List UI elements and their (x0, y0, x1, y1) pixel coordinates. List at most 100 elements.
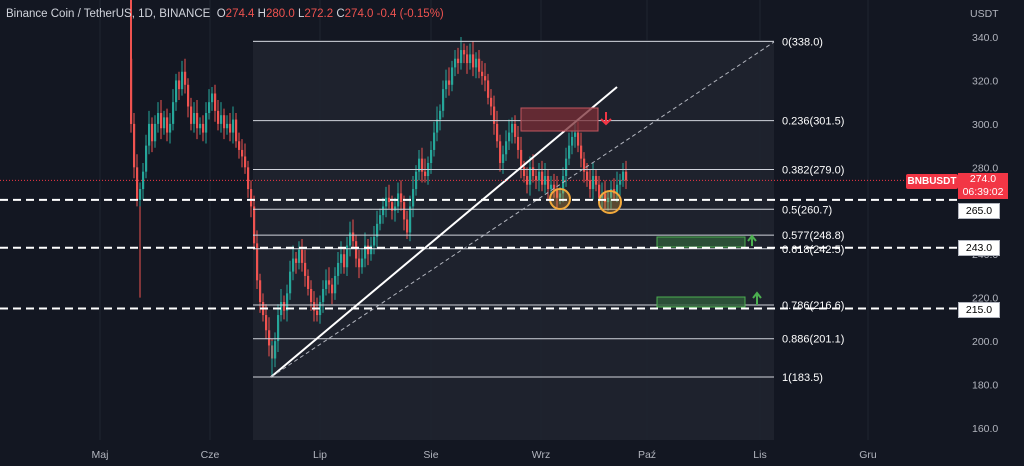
candle-body (550, 184, 553, 190)
time-tick-label: Wrz (532, 449, 550, 461)
candle-body (268, 330, 271, 346)
candle-body (508, 132, 511, 142)
time-tick-label: Gru (859, 449, 877, 461)
support-box-upper[interactable] (656, 236, 746, 248)
candle-body (610, 189, 613, 198)
candle-body (193, 113, 196, 124)
candle-body (622, 171, 625, 181)
candle-body (322, 288, 325, 303)
candle-body (205, 113, 208, 133)
candle-body (574, 132, 577, 137)
candle-body (535, 176, 538, 181)
time-tick-label: Lip (313, 449, 327, 461)
fib-level-label: 0.618(242.5) (782, 244, 844, 256)
candle-body (196, 113, 199, 129)
time-tick-label: Lis (753, 449, 766, 461)
candle-body (616, 184, 619, 194)
change-value: -0.4 (-0.15%) (376, 8, 444, 20)
candle-body (523, 167, 526, 177)
candle-body (238, 141, 241, 150)
candle-body (463, 50, 466, 55)
candle-body (163, 117, 166, 129)
candle-body (157, 113, 160, 124)
candle-body (412, 189, 415, 207)
candle-body (496, 123, 499, 142)
candle-body (289, 271, 292, 294)
candle-body (529, 167, 532, 185)
horizontal-lines[interactable] (0, 198, 958, 310)
candle-body (403, 202, 406, 220)
candle-body (142, 171, 145, 190)
trend-line-dashed[interactable] (270, 41, 775, 378)
hline-badge-215: 215.0 (958, 302, 1000, 318)
candle-body (247, 167, 250, 190)
down-arrow-icon (600, 112, 612, 126)
chart-header: Binance Coin / TetherUS, 1D, BINANCE O27… (6, 8, 444, 20)
time-axis[interactable]: Maj Cze Lip Sie Wrz Paź Lis Gru (92, 449, 877, 461)
candle-body (217, 110, 220, 124)
support-box-lower[interactable] (656, 296, 746, 308)
candle-body (517, 136, 520, 150)
candle-body (229, 123, 232, 133)
candlestick-series (130, 0, 628, 376)
candle-body (235, 119, 238, 142)
candle-body (487, 80, 490, 98)
candle-body (583, 158, 586, 172)
candle-body (421, 158, 424, 172)
candle-body (589, 180, 592, 190)
candle-body (331, 284, 334, 294)
fib-level-label: 0.577(248.8) (782, 230, 844, 242)
candle-body (304, 262, 307, 276)
candle-body (367, 245, 370, 255)
candle-body (277, 315, 280, 342)
resistance-box[interactable] (520, 107, 599, 132)
fib-level-label: 0.5(260.7) (782, 204, 832, 216)
symbol-title[interactable]: Binance Coin / TetherUS, 1D, BINANCE (6, 8, 211, 20)
candle-body (136, 167, 139, 200)
candle-body (406, 219, 409, 233)
candle-body (301, 249, 304, 263)
fib-level-label: 0.382(279.0) (782, 165, 844, 177)
candle-body (181, 71, 184, 90)
fib-level-label: 1(183.5) (782, 372, 823, 384)
high-label: H (257, 8, 266, 20)
candle-body (370, 245, 373, 255)
candle-body (418, 158, 421, 172)
fibonacci-retracement[interactable]: 0(338.0) 0.236(301.5) 0.382(279.0) 0.5(260.… (253, 36, 844, 384)
bar-countdown: 06:39:02 (962, 186, 1004, 198)
candle-body (256, 243, 259, 281)
high-value: 280.0 (265, 8, 295, 20)
candle-body (454, 58, 457, 68)
candle-body (283, 302, 286, 311)
low-marker-circle (598, 190, 622, 214)
candle-body (577, 132, 580, 146)
candle-body (385, 197, 388, 207)
price-tick-label: 280.0 (972, 162, 998, 174)
candle-body (178, 80, 181, 90)
candle-body (241, 149, 244, 157)
candle-body (316, 310, 319, 316)
candle-body (565, 158, 568, 177)
close-value: 274.0 (344, 8, 374, 20)
candle-body (160, 113, 163, 129)
candle-body (505, 141, 508, 155)
candle-body (274, 341, 277, 359)
candle-body (457, 58, 460, 64)
up-arrow-icon (747, 234, 762, 305)
candle-body (379, 215, 382, 224)
time-tick-label: Maj (92, 449, 109, 461)
candle-body (328, 280, 331, 285)
candle-body (580, 145, 583, 159)
candle-body (361, 258, 364, 268)
candle-body (346, 245, 349, 268)
candle-body (382, 206, 385, 216)
candle-body (211, 93, 214, 103)
price-axis[interactable]: 340.0320.0300.0280.0260.0240.0220.0200.0… (972, 32, 998, 435)
time-tick-label: Sie (423, 449, 438, 461)
candle-body (166, 117, 169, 133)
trend-line-solid[interactable] (270, 86, 618, 378)
candle-body (187, 84, 190, 107)
candle-body (208, 102, 211, 114)
candle-body (439, 110, 442, 120)
